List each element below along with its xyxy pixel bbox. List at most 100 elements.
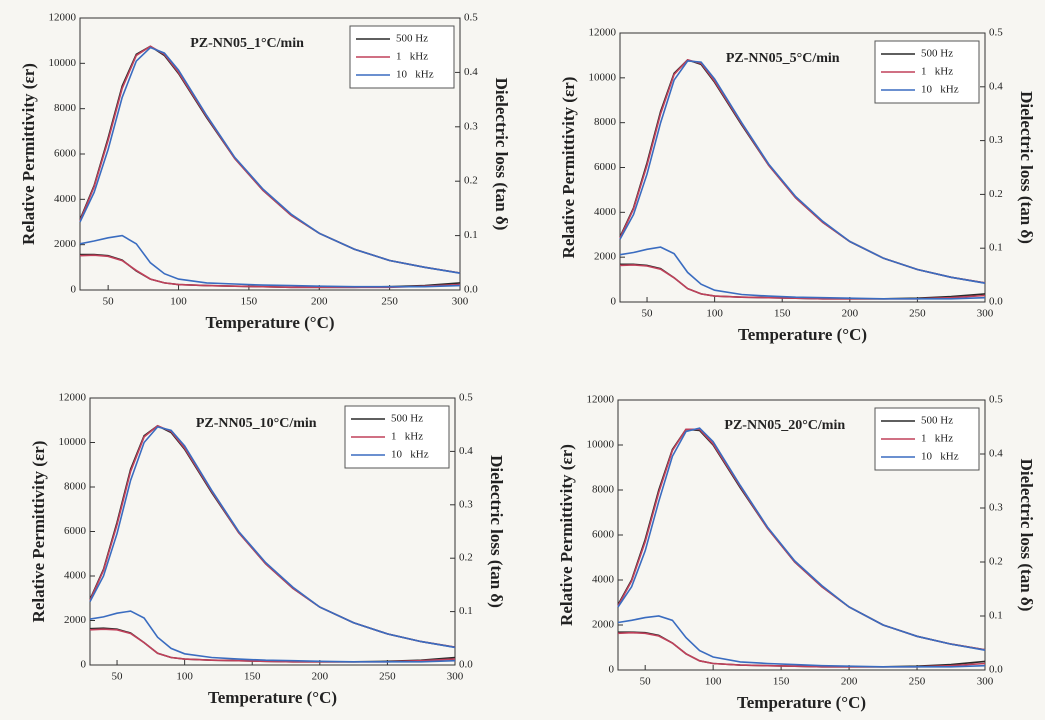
y2-tick-label: 0.4: [459, 445, 473, 457]
y-tick-label: 0: [81, 659, 87, 671]
x-tick-label: 150: [244, 671, 261, 683]
y2-tick-label: 0.2: [989, 556, 1003, 568]
y2-tick-label: 0.2: [464, 175, 478, 187]
x-tick-label: 200: [312, 671, 329, 683]
y2-tick-label: 0.2: [989, 188, 1003, 200]
y-tick-label: 6000: [594, 161, 617, 173]
y2-tick-label: 0.0: [989, 296, 1003, 308]
x-tick-label: 100: [706, 308, 723, 320]
chart-title: PZ-NN05_5°C/min: [726, 51, 840, 66]
y2-tick-label: 0.3: [464, 120, 478, 132]
loss-line: [79, 254, 461, 289]
y-tick-label: 6000: [54, 148, 77, 160]
legend-label: 500 Hz: [396, 33, 428, 45]
y-tick-label: 8000: [592, 484, 615, 496]
legend-label: 10 kHz: [396, 69, 434, 81]
legend-label: 10 kHz: [391, 449, 429, 461]
y2-tick-label: 0.1: [989, 242, 1003, 254]
y-tick-label: 12000: [587, 394, 615, 406]
y-tick-label: 2000: [54, 238, 77, 250]
y-axis-label: Relative Permittivity (εr): [19, 63, 38, 245]
x-tick-label: 300: [977, 308, 994, 320]
loss-line: [617, 631, 986, 668]
x-axis-label: Temperature (°C): [737, 693, 866, 712]
y-tick-label: 12000: [49, 12, 77, 24]
x-tick-label: 50: [112, 671, 124, 683]
permittivity-line: [619, 60, 986, 284]
loss-line: [617, 615, 986, 668]
x-tick-label: 50: [103, 296, 115, 308]
permittivity-line: [79, 46, 461, 274]
y-axis-label: Relative Permittivity (εr): [29, 441, 48, 623]
chart: 50 100 150 200 250 300 0 2000 4000 6000 8000 10000 1…: [557, 394, 1036, 712]
y2-tick-label: 0.1: [464, 229, 478, 241]
y2-tick-label: 0.4: [464, 66, 478, 78]
y2-tick-label: 0.1: [459, 605, 473, 617]
legend-label: 1 kHz: [921, 433, 953, 445]
x-tick-label: 300: [977, 676, 994, 688]
y2-tick-label: 0.0: [989, 664, 1003, 676]
y2-tick-label: 0.5: [459, 392, 473, 404]
y-tick-label: 2000: [64, 614, 87, 626]
y-tick-label: 12000: [589, 27, 617, 39]
y2-axis-label: Dielectric loss (tan δ): [1017, 91, 1036, 244]
y-tick-label: 10000: [587, 439, 615, 451]
x-tick-label: 150: [774, 308, 791, 320]
y2-tick-label: 0.2: [459, 552, 473, 564]
y-tick-label: 6000: [64, 525, 87, 537]
y-tick-label: 10000: [59, 436, 87, 448]
y-tick-label: 4000: [64, 570, 87, 582]
legend-label: 10 kHz: [921, 84, 959, 96]
x-tick-label: 200: [842, 308, 859, 320]
y-axis-label: Relative Permittivity (εr): [559, 77, 578, 259]
permittivity-line: [89, 426, 456, 649]
x-axis-label: Temperature (°C): [738, 325, 867, 344]
chart: 50 100 150 200 250 300 0 2000 4000 6000 8000 10000 1…: [29, 392, 506, 707]
y2-tick-label: 0.0: [459, 659, 473, 671]
y-tick-label: 4000: [54, 193, 77, 205]
y-tick-label: 8000: [64, 481, 87, 493]
chart-title: PZ-NN05_1°C/min: [190, 36, 304, 51]
permittivity-line: [617, 427, 986, 651]
y2-tick-label: 0.1: [989, 610, 1003, 622]
legend-label: 1 kHz: [921, 66, 953, 78]
y2-tick-label: 0.4: [989, 448, 1003, 460]
y-tick-label: 4000: [594, 206, 617, 218]
y2-tick-label: 0.4: [989, 80, 1003, 92]
y2-axis-label: Dielectric loss (tan δ): [1017, 459, 1036, 612]
y-tick-label: 6000: [592, 529, 615, 541]
loss-line: [619, 264, 986, 300]
x-tick-label: 50: [640, 676, 652, 688]
y2-tick-label: 0.3: [989, 134, 1003, 146]
y2-tick-label: 0.3: [989, 502, 1003, 514]
x-tick-label: 300: [452, 296, 469, 308]
legend-label: 1 kHz: [391, 431, 423, 443]
x-tick-label: 150: [241, 296, 258, 308]
x-tick-label: 250: [909, 676, 926, 688]
y-tick-label: 2000: [592, 619, 615, 631]
y-tick-label: 10000: [49, 57, 77, 69]
legend-label: 500 Hz: [921, 415, 953, 427]
chart: 50 100 150 200 250 300 0 2000 4000 6000 8000 10000 1…: [19, 12, 511, 332]
legend-label: 500 Hz: [391, 413, 423, 425]
loss-line: [618, 631, 986, 668]
x-tick-label: 250: [909, 308, 926, 320]
x-tick-label: 100: [170, 296, 187, 308]
y-tick-label: 0: [611, 296, 617, 308]
y-axis-label: Relative Permittivity (εr): [557, 444, 576, 626]
x-tick-label: 150: [773, 676, 790, 688]
x-tick-label: 200: [311, 296, 328, 308]
x-tick-label: 100: [176, 671, 193, 683]
legend-label: 10 kHz: [921, 451, 959, 463]
y-tick-label: 10000: [589, 71, 617, 83]
x-tick-label: 250: [381, 296, 398, 308]
loss-line: [89, 627, 456, 663]
legend-label: 1 kHz: [396, 51, 428, 63]
y2-axis-label: Dielectric loss (tan δ): [487, 455, 506, 608]
x-tick-label: 100: [705, 676, 722, 688]
chart-title: PZ-NN05_20°C/min: [724, 418, 845, 433]
y2-tick-label: 0.5: [989, 27, 1003, 39]
x-tick-label: 200: [841, 676, 858, 688]
